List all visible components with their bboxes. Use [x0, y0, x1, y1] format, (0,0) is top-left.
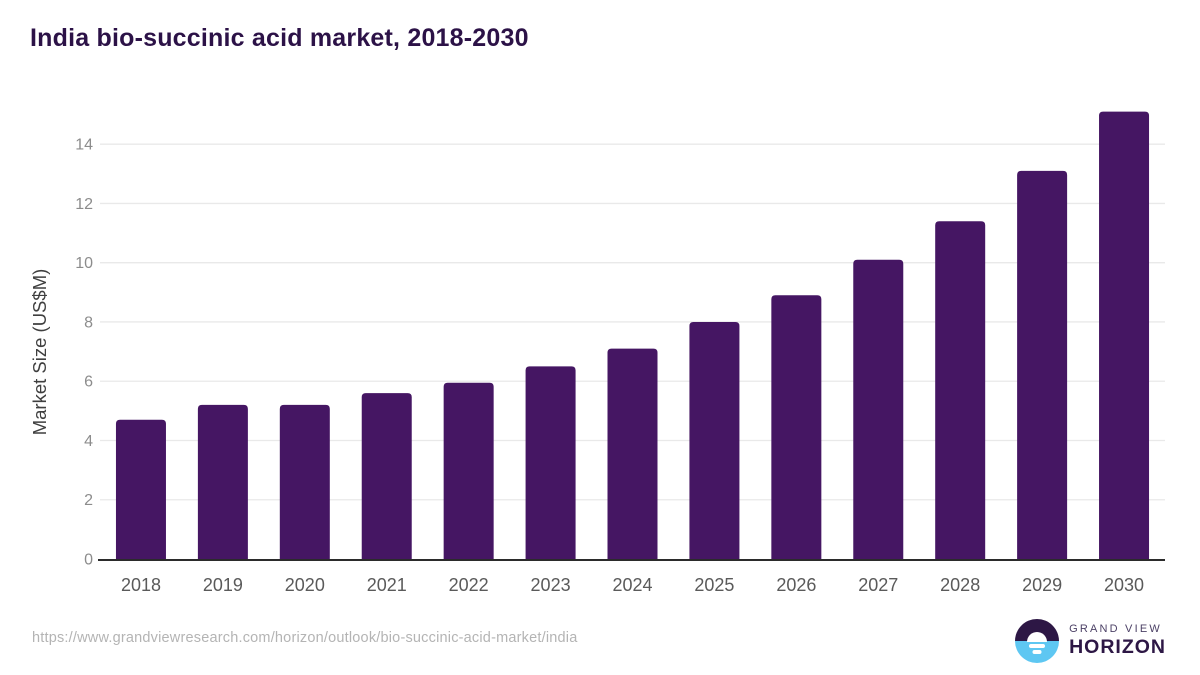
bar-2018	[115, 419, 166, 559]
x-tick-label-2030: 2030	[1104, 575, 1144, 595]
bar-2030	[1099, 111, 1150, 559]
x-tick-label-2020: 2020	[285, 575, 325, 595]
x-tick-label-2026: 2026	[776, 575, 816, 595]
x-tick-label-2025: 2025	[694, 575, 734, 595]
logo-grand-view-text: GRAND VIEW	[1069, 623, 1162, 635]
bar-2020	[279, 404, 330, 559]
y-tick-label-12: 12	[75, 196, 93, 213]
x-tick-label-2018: 2018	[121, 575, 161, 595]
x-tick-label-2024: 2024	[612, 575, 652, 595]
bar-2029	[1017, 170, 1068, 560]
logo-wordmark: GRAND VIEW HORIZON	[1069, 623, 1166, 659]
chart-title: India bio-succinic acid market, 2018-203…	[30, 24, 529, 52]
y-tick-label-0: 0	[84, 552, 93, 569]
logo-horizon-text: HORIZON	[1069, 636, 1166, 658]
bar-2027	[853, 259, 904, 559]
y-axis-title: Market Size (US$M)	[29, 269, 50, 436]
bar-2026	[771, 295, 822, 559]
x-tick-label-2022: 2022	[449, 575, 489, 595]
y-tick-label-2: 2	[84, 492, 93, 509]
logo-sun-dome	[1027, 632, 1048, 642]
bar-2025	[689, 321, 740, 559]
y-tick-label-14: 14	[75, 137, 93, 154]
bar-2028	[935, 221, 986, 559]
x-tick-label-2019: 2019	[203, 575, 243, 595]
x-tick-label-2021: 2021	[367, 575, 407, 595]
logo-reflection-line-2	[1032, 650, 1042, 654]
x-tick-label-2028: 2028	[940, 575, 980, 595]
brand-logo: GRAND VIEW HORIZON	[1015, 619, 1166, 663]
source-url: https://www.grandviewresearch.com/horizo…	[32, 630, 578, 646]
y-tick-label-8: 8	[84, 314, 93, 331]
y-tick-label-4: 4	[84, 433, 93, 450]
x-tick-label-2023: 2023	[531, 575, 571, 595]
x-tick-label-2027: 2027	[858, 575, 898, 595]
x-tick-label-2029: 2029	[1022, 575, 1062, 595]
bar-2022	[443, 382, 494, 559]
logo-reflection-line-1	[1029, 644, 1046, 648]
y-tick-label-10: 10	[75, 255, 93, 272]
bar-2021	[361, 393, 412, 559]
bar-2024	[607, 348, 658, 559]
horizon-sunrise-icon	[1015, 619, 1060, 663]
bar-2019	[197, 404, 248, 559]
bar-2023	[525, 366, 576, 559]
y-tick-label-6: 6	[84, 374, 93, 391]
